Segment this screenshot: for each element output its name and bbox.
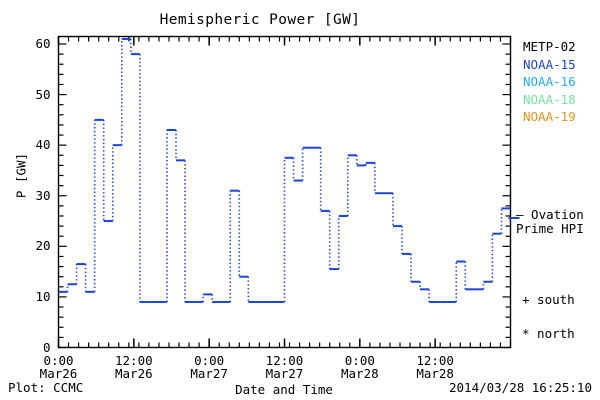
y-axis-ticks: [58, 43, 511, 349]
x-tick-label: 12:00 Mar27: [250, 354, 320, 380]
x-tick-label: 0:00 Mar28: [325, 354, 395, 380]
x-tick-label: 0:00 Mar27: [174, 354, 244, 380]
x-tick-label: 0:00 Mar26: [24, 354, 94, 380]
annotation-ovation-line1: — Ovation: [516, 207, 584, 222]
y-tick-label: 10: [35, 288, 51, 304]
y-tick-label: 30: [35, 187, 51, 203]
y-tick-label: 50: [35, 86, 51, 102]
x-tick-date: Mar28: [341, 365, 379, 381]
y-tick-label: 60: [35, 36, 51, 51]
x-tick-date: Mar26: [39, 365, 78, 381]
annotation-ovation-line2: Prime HPI: [516, 221, 584, 236]
annotation-north: * north: [522, 326, 575, 341]
x-axis-label: Date and Time: [235, 382, 333, 397]
legend-item-noaa-16: NOAA-16: [523, 74, 576, 89]
data-trace-ovation: [58, 37, 511, 303]
x-tick-date: Mar26: [115, 365, 153, 381]
y-tick-label: 0: [42, 339, 51, 355]
x-tick-time: 0:00: [344, 352, 375, 368]
y-tick-label: 20: [35, 238, 51, 254]
page-title: Hemispheric Power [GW]: [159, 12, 361, 28]
x-tick-time: 12:00: [115, 352, 153, 368]
x-tick-date: Mar27: [190, 365, 228, 381]
legend-item-noaa-19: NOAA-19: [523, 109, 576, 124]
x-tick-time: 0:00: [194, 352, 225, 368]
x-axis-ticks: [57, 36, 512, 348]
footer-timestamp: 2014/03/28 16:25:10: [449, 380, 592, 395]
y-tick-label: 40: [35, 137, 51, 153]
annotation-ovation-prime: — Ovation Prime HPI: [516, 208, 584, 236]
x-tick-date: Mar27: [265, 365, 304, 381]
x-tick-time: 0:00: [43, 352, 74, 368]
footer-credit: Plot: CCMC: [8, 380, 84, 395]
x-tick-time: 12:00: [416, 352, 454, 368]
x-tick-time: 12:00: [265, 352, 304, 368]
legend-item-noaa-18: NOAA-18: [523, 91, 576, 107]
legend-item-metp-02: METP-02: [523, 39, 576, 54]
x-tick-date: Mar28: [416, 365, 454, 381]
legend-item-noaa-15: NOAA-15: [523, 56, 576, 72]
legend: METP-02 NOAA-15 NOAA-16 NOAA-18 NOAA-19: [523, 38, 576, 126]
annotation-south: + south: [522, 292, 575, 307]
x-tick-label: 12:00 Mar26: [99, 354, 169, 380]
x-tick-label: 12:00 Mar28: [400, 354, 470, 380]
